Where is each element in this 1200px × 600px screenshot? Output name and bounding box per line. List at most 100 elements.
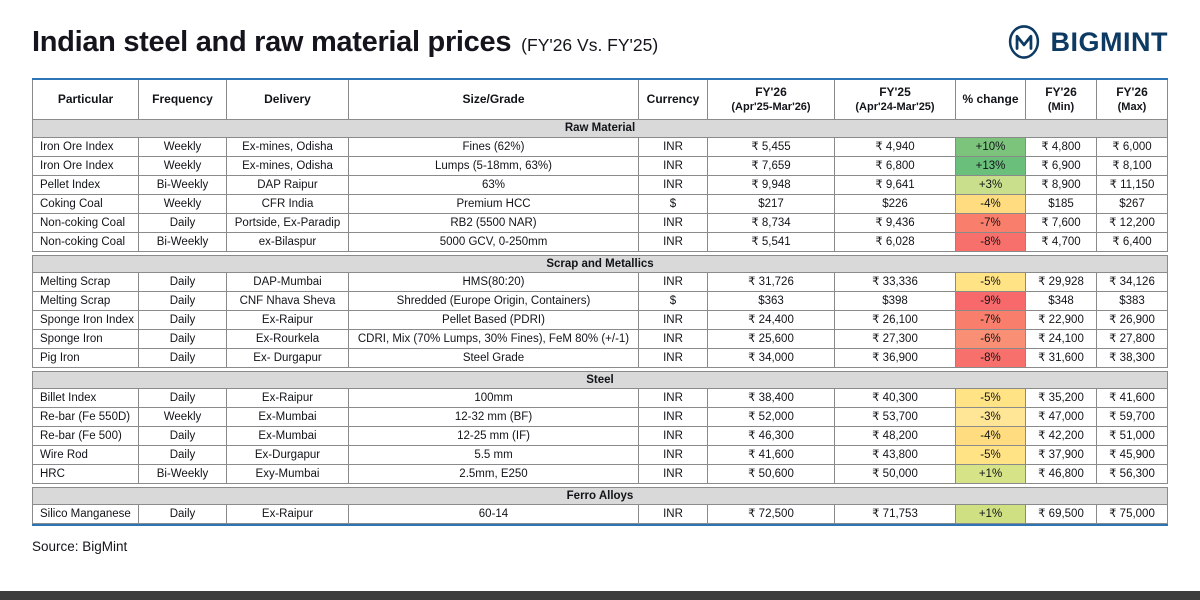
cell-size_grade: Premium HCC: [349, 195, 639, 214]
cell-change: -5%: [956, 273, 1026, 292]
cell-frequency: Daily: [139, 330, 227, 349]
cell-size_grade: 12-32 mm (BF): [349, 408, 639, 427]
cell-currency: INR: [639, 138, 708, 157]
cell-currency: INR: [639, 233, 708, 252]
cell-currency: INR: [639, 349, 708, 368]
cell-fy25: ₹ 43,800: [835, 446, 956, 465]
brand-logo: BIGMINT: [1006, 24, 1169, 60]
cell-delivery: Ex-mines, Odisha: [227, 138, 349, 157]
cell-frequency: Weekly: [139, 157, 227, 176]
bottom-border-strip: [0, 591, 1200, 600]
cell-size_grade: 5000 GCV, 0-250mm: [349, 233, 639, 252]
table-row: Non-coking Coal Bi-Weekly ex-Bilaspur 5000 …: [32, 233, 1168, 252]
column-header: Frequency: [139, 80, 227, 120]
table-row: Sponge Iron Index Daily Ex-Raipur Pellet Ba…: [32, 311, 1168, 330]
section-header: Scrap and Metallics: [32, 255, 1168, 273]
cell-particular: Melting Scrap: [32, 273, 139, 292]
cell-min: ₹ 7,600: [1026, 214, 1097, 233]
cell-min: ₹ 24,100: [1026, 330, 1097, 349]
cell-size_grade: 5.5 mm: [349, 446, 639, 465]
table-row: Iron Ore Index Weekly Ex-mines, Odisha Fine…: [32, 138, 1168, 157]
cell-fy25: ₹ 50,000: [835, 465, 956, 484]
section-gap: [32, 368, 1168, 371]
cell-particular: Sponge Iron: [32, 330, 139, 349]
cell-frequency: Daily: [139, 349, 227, 368]
cell-particular: Iron Ore Index: [32, 157, 139, 176]
bigmint-logo-icon: [1006, 24, 1042, 60]
cell-size_grade: Steel Grade: [349, 349, 639, 368]
cell-max: $383: [1097, 292, 1168, 311]
cell-min: $185: [1026, 195, 1097, 214]
table-row: Sponge Iron Daily Ex-Rourkela CDRI, Mix (70…: [32, 330, 1168, 349]
cell-max: ₹ 75,000: [1097, 505, 1168, 524]
cell-change: -6%: [956, 330, 1026, 349]
cell-change: +1%: [956, 505, 1026, 524]
cell-fy26: ₹ 46,300: [708, 427, 835, 446]
cell-frequency: Daily: [139, 427, 227, 446]
cell-change: -5%: [956, 446, 1026, 465]
cell-particular: Wire Rod: [32, 446, 139, 465]
column-header: Currency: [639, 80, 708, 120]
table-row: Billet Index Daily Ex-Raipur 100mm INR ₹ 38,4…: [32, 389, 1168, 408]
cell-particular: Sponge Iron Index: [32, 311, 139, 330]
cell-currency: INR: [639, 505, 708, 524]
cell-change: +1%: [956, 465, 1026, 484]
cell-delivery: Ex-Raipur: [227, 311, 349, 330]
cell-change: -5%: [956, 389, 1026, 408]
cell-size_grade: RB2 (5500 NAR): [349, 214, 639, 233]
cell-min: ₹ 42,200: [1026, 427, 1097, 446]
page-header: Indian steel and raw material prices (FY…: [0, 0, 1200, 60]
column-header: FY'26 (Min): [1026, 80, 1097, 120]
table-header-row: Particular Frequency Delivery Size/Grade Cur…: [32, 80, 1168, 120]
cell-delivery: Portside, Ex-Paradip: [227, 214, 349, 233]
cell-size_grade: Pellet Based (PDRI): [349, 311, 639, 330]
cell-min: ₹ 29,928: [1026, 273, 1097, 292]
cell-size_grade: Lumps (5-18mm, 63%): [349, 157, 639, 176]
section-gap: [32, 252, 1168, 255]
cell-fy26: ₹ 5,455: [708, 138, 835, 157]
cell-fy25: ₹ 6,028: [835, 233, 956, 252]
cell-currency: INR: [639, 273, 708, 292]
cell-currency: INR: [639, 157, 708, 176]
cell-fy26: ₹ 5,541: [708, 233, 835, 252]
table-row: Re-bar (Fe 550D) Weekly Ex-Mumbai 12-32 mm …: [32, 408, 1168, 427]
cell-frequency: Daily: [139, 446, 227, 465]
cell-max: ₹ 38,300: [1097, 349, 1168, 368]
cell-fy25: $226: [835, 195, 956, 214]
column-header: Delivery: [227, 80, 349, 120]
table-row: Melting Scrap Daily CNF Nhava Sheva Shredde…: [32, 292, 1168, 311]
table-row: Non-coking Coal Daily Portside, Ex-Paradip…: [32, 214, 1168, 233]
cell-frequency: Daily: [139, 505, 227, 524]
cell-fy26: ₹ 41,600: [708, 446, 835, 465]
cell-max: ₹ 26,900: [1097, 311, 1168, 330]
cell-frequency: Bi-Weekly: [139, 176, 227, 195]
cell-max: ₹ 41,600: [1097, 389, 1168, 408]
cell-size_grade: HMS(80:20): [349, 273, 639, 292]
cell-change: +3%: [956, 176, 1026, 195]
cell-fy25: ₹ 9,436: [835, 214, 956, 233]
cell-particular: HRC: [32, 465, 139, 484]
cell-fy25: ₹ 6,800: [835, 157, 956, 176]
cell-particular: Melting Scrap: [32, 292, 139, 311]
cell-delivery: Ex-Durgapur: [227, 446, 349, 465]
cell-max: ₹ 59,700: [1097, 408, 1168, 427]
cell-delivery: Ex-mines, Odisha: [227, 157, 349, 176]
cell-delivery: CNF Nhava Sheva: [227, 292, 349, 311]
cell-change: -7%: [956, 311, 1026, 330]
cell-delivery: Ex- Durgapur: [227, 349, 349, 368]
cell-fy26: ₹ 7,659: [708, 157, 835, 176]
cell-frequency: Daily: [139, 311, 227, 330]
cell-fy26: ₹ 25,600: [708, 330, 835, 349]
table-row: Coking Coal Weekly CFR India Premium HCC $ $2…: [32, 195, 1168, 214]
section-header: Steel: [32, 371, 1168, 389]
cell-currency: INR: [639, 408, 708, 427]
cell-change: -8%: [956, 233, 1026, 252]
cell-max: ₹ 6,000: [1097, 138, 1168, 157]
cell-max: ₹ 56,300: [1097, 465, 1168, 484]
cell-fy25: ₹ 33,336: [835, 273, 956, 292]
cell-particular: Pig Iron: [32, 349, 139, 368]
cell-fy25: ₹ 26,100: [835, 311, 956, 330]
cell-currency: INR: [639, 214, 708, 233]
cell-delivery: Ex-Rourkela: [227, 330, 349, 349]
